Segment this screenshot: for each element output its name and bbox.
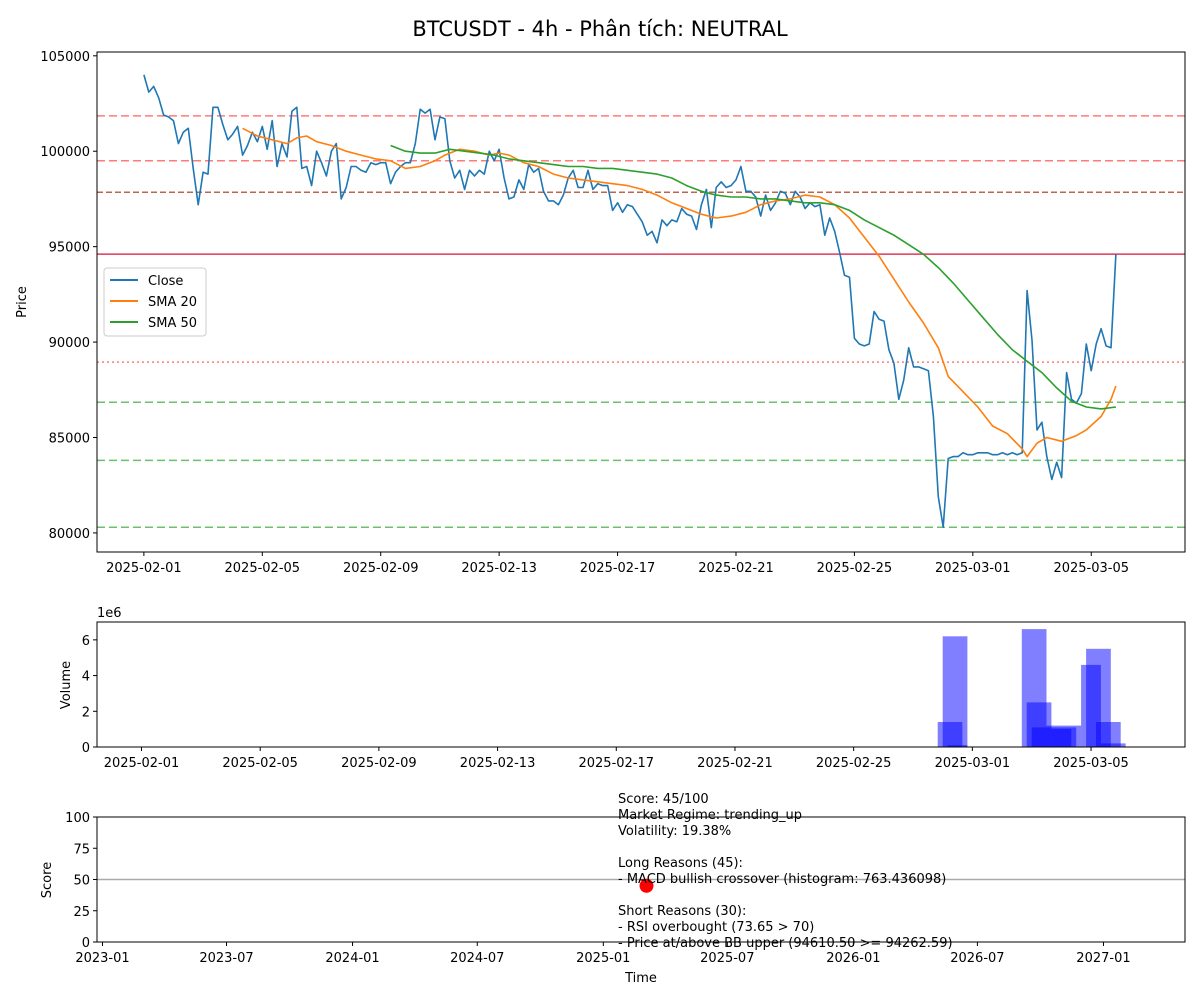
volume-x-tick-label: 2025-02-01 xyxy=(104,756,180,771)
score-y-tick-label: 25 xyxy=(73,905,90,920)
volume-y-tick-label: 6 xyxy=(82,634,90,649)
volume-x-tick-label: 2025-02-21 xyxy=(697,756,773,771)
score-x-tick-label: 2023-07 xyxy=(199,951,253,966)
close-series-line xyxy=(143,74,1117,528)
price-x-tick-label: 2025-03-01 xyxy=(935,561,1011,576)
volume-x-tick-label: 2025-03-05 xyxy=(1053,756,1129,771)
volume-scale-label: 1e6 xyxy=(97,606,122,621)
price-y-tick-label: 80000 xyxy=(49,527,90,542)
price-x-tick-label: 2025-02-21 xyxy=(698,561,774,576)
price-y-ticks: 80000 85000 90000 95000 100000 105000 xyxy=(40,50,97,542)
score-x-tick-label: 2024-07 xyxy=(450,951,504,966)
volume-bar xyxy=(1100,743,1126,747)
volume-x-tick-label: 2025-03-01 xyxy=(935,756,1011,771)
price-x-tick-label: 2025-02-13 xyxy=(461,561,537,576)
price-x-tick-label: 2025-02-09 xyxy=(343,561,419,576)
price-x-tick-label: 2025-03-05 xyxy=(1053,561,1129,576)
score-x-tick-label: 2023-01 xyxy=(75,951,129,966)
score-y-ticks: 0 25 50 75 100 xyxy=(65,811,97,951)
price-y-tick-label: 95000 xyxy=(49,241,90,256)
figure-title: BTCUSDT - 4h - Phân tích: NEUTRAL xyxy=(412,17,788,41)
volume-y-axis-label: Volume xyxy=(59,661,74,709)
price-x-tick-label: 2025-02-25 xyxy=(817,561,893,576)
score-x-tick-label: 2025-01 xyxy=(576,951,630,966)
legend-sma20-label: SMA 20 xyxy=(148,295,197,310)
price-y-tick-label: 90000 xyxy=(49,336,90,351)
price-axes-frame xyxy=(96,51,1186,553)
score-annotation-line: - MACD bullish crossover (histogram: 763… xyxy=(618,872,946,887)
legend-close-label: Close xyxy=(148,274,183,289)
score-y-tick-label: 75 xyxy=(73,842,90,857)
volume-bar xyxy=(1051,729,1072,747)
score-annotation-line: - Price at/above BB upper (94610.50 >= 9… xyxy=(618,936,953,951)
score-x-tick-label: 2025-07 xyxy=(700,951,754,966)
sma20-series-line xyxy=(242,127,1117,458)
score-y-tick-label: 100 xyxy=(65,811,90,826)
volume-x-tick-label: 2025-02-05 xyxy=(222,756,298,771)
volume-bar xyxy=(937,722,963,747)
price-y-axis-label: Price xyxy=(15,286,30,318)
volume-x-tick-label: 2025-02-25 xyxy=(816,756,892,771)
score-annotation-line: Score: 45/100 xyxy=(618,792,709,807)
score-annotation-line: Market Regime: trending_up xyxy=(618,808,802,823)
price-panel: 80000 85000 90000 95000 100000 105000 2025-02… xyxy=(15,50,1186,576)
price-y-tick-label: 85000 xyxy=(49,431,90,446)
score-y-tick-label: 0 xyxy=(82,936,90,951)
volume-bars xyxy=(937,629,1126,747)
score-x-axis-label: Time xyxy=(624,971,657,986)
price-x-ticks: 2025-02-01 2025-02-05 2025-02-09 2025-02-13… xyxy=(106,552,1129,576)
score-x-tick-label: 2026-01 xyxy=(826,951,880,966)
volume-axes-frame xyxy=(96,621,1186,748)
volume-x-tick-label: 2025-02-17 xyxy=(578,756,654,771)
volume-bar xyxy=(1096,722,1121,747)
volume-bar xyxy=(1081,664,1101,747)
score-x-tick-label: 2026-07 xyxy=(950,951,1004,966)
volume-y-tick-label: 4 xyxy=(82,670,90,685)
sma50-series-line xyxy=(390,144,1117,410)
volume-bar xyxy=(947,745,968,747)
score-x-ticks: 2023-01 2023-07 2024-01 2024-07 2025-01 2025-… xyxy=(75,942,1131,966)
volume-y-tick-label: 0 xyxy=(82,741,90,756)
score-points xyxy=(639,878,654,893)
price-y-tick-label: 100000 xyxy=(40,145,90,160)
volume-x-tick-label: 2025-02-13 xyxy=(460,756,536,771)
volume-x-ticks: 2025-02-01 2025-02-05 2025-02-09 2025-02-13… xyxy=(104,747,1129,771)
legend-frame xyxy=(103,267,207,337)
volume-y-tick-label: 2 xyxy=(82,705,90,720)
price-x-tick-label: 2025-02-05 xyxy=(225,561,301,576)
score-point xyxy=(639,878,654,893)
legend-sma50-label: SMA 50 xyxy=(148,316,197,331)
price-y-tick-label: 105000 xyxy=(40,50,90,65)
score-annotation-line: Volatility: 19.38% xyxy=(618,824,731,839)
score-y-axis-label: Score xyxy=(40,862,55,898)
score-x-tick-label: 2027-01 xyxy=(1076,951,1130,966)
volume-x-tick-label: 2025-02-09 xyxy=(341,756,417,771)
price-legend: Close SMA 20 SMA 50 xyxy=(103,267,207,337)
price-x-tick-label: 2025-02-01 xyxy=(106,561,182,576)
score-annotation-line: - RSI overbought (73.65 > 70) xyxy=(618,920,814,935)
score-y-tick-label: 50 xyxy=(73,874,90,889)
score-annotation-line: Long Reasons (45): xyxy=(618,856,743,871)
score-x-tick-label: 2024-01 xyxy=(325,951,379,966)
volume-y-ticks: 0 2 4 6 xyxy=(82,634,97,756)
price-x-tick-label: 2025-02-17 xyxy=(580,561,656,576)
price-reference-lines xyxy=(97,115,1185,528)
score-annotation-line: Short Reasons (30): xyxy=(618,904,746,919)
price-series-lines xyxy=(143,74,1117,528)
